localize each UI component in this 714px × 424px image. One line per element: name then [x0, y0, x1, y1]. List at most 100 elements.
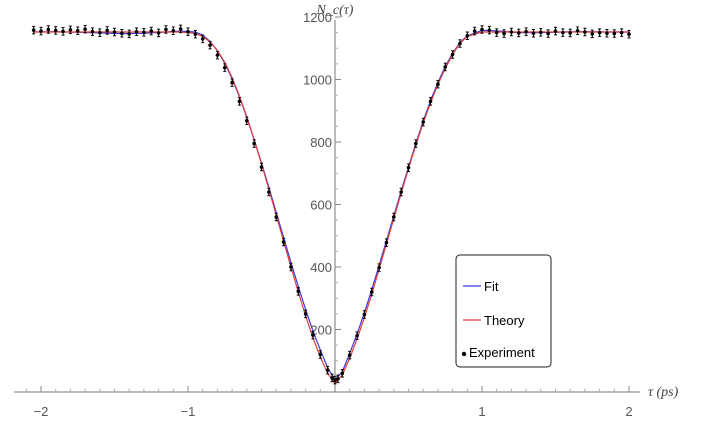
x-tick-label: 2 [625, 404, 632, 419]
data-point [590, 32, 595, 36]
legend-swatch-experiment [461, 351, 467, 357]
data-point [605, 31, 609, 36]
data-point [134, 29, 139, 34]
y-tick-label: 400 [310, 260, 332, 275]
y-tick-label: 1000 [303, 73, 332, 88]
data-point [31, 28, 36, 32]
data-point [230, 80, 234, 85]
x-tick-label: −2 [34, 404, 49, 419]
data-point [399, 190, 403, 194]
data-point [142, 30, 146, 35]
data-point [83, 27, 87, 31]
data-point [428, 99, 433, 104]
data-point [274, 215, 279, 219]
data-point [46, 27, 51, 32]
x-axis: τ (ps) [14, 385, 679, 400]
data-point [149, 29, 154, 33]
data-point [531, 31, 536, 36]
data-point [355, 333, 359, 338]
data-point [336, 377, 340, 381]
data-point [546, 31, 550, 36]
data-point [575, 28, 580, 33]
data-point [222, 65, 227, 70]
data-point [494, 30, 499, 35]
data-point [186, 29, 190, 34]
data-point [325, 368, 330, 372]
data-point [480, 27, 484, 32]
data-point [406, 165, 411, 170]
data-point [561, 30, 565, 35]
x-tick-label: 1 [478, 404, 485, 419]
data-point [443, 65, 448, 69]
data-point [330, 376, 334, 380]
data-point [597, 30, 602, 35]
data-point [392, 215, 396, 219]
data-point [200, 37, 205, 41]
data-point [193, 32, 198, 36]
legend-label-fit: Fit [484, 279, 499, 294]
data-point [245, 118, 249, 123]
data-point [267, 190, 271, 194]
y-tick-label: 600 [310, 198, 332, 213]
data-point [627, 32, 631, 36]
data-point [289, 265, 293, 269]
data-point [156, 31, 161, 35]
x-tick-label: −1 [181, 404, 196, 419]
data-point [502, 31, 506, 36]
y-tick-label: 1200 [303, 10, 332, 25]
data-point [369, 290, 374, 294]
data-point [436, 82, 440, 86]
data-point [377, 265, 381, 270]
series-layer [31, 24, 631, 385]
ticks: −2 −1 1 2 200 400 600 800 1000 1200 [25, 10, 633, 419]
data-point [105, 28, 109, 33]
data-point [39, 29, 43, 33]
data-point [612, 31, 617, 36]
data-point [296, 289, 301, 294]
data-point [487, 28, 492, 32]
legend-box [455, 254, 552, 368]
data-point [164, 27, 168, 32]
data-point [524, 29, 528, 34]
data-point [539, 30, 543, 35]
series-points-experiment [31, 24, 631, 385]
data-point [252, 141, 256, 146]
data-point [53, 28, 58, 33]
data-point [281, 240, 286, 244]
y-axis-label: N_c(τ) [316, 3, 354, 18]
data-point [61, 29, 65, 34]
data-point [208, 43, 212, 47]
data-point [421, 120, 426, 124]
legend-label-experiment: Experiment [469, 345, 535, 360]
data-point [303, 312, 308, 316]
data-point [553, 29, 558, 33]
data-point [340, 371, 345, 376]
data-point [619, 30, 624, 35]
data-point [259, 165, 264, 169]
data-point [458, 41, 462, 46]
data-point [120, 31, 124, 36]
data-point [171, 28, 176, 33]
data-point [414, 141, 418, 146]
data-point [568, 31, 572, 35]
y-tick-label: 800 [310, 135, 332, 150]
y-tick-label: 200 [310, 323, 332, 338]
data-point [509, 30, 514, 34]
data-point [583, 30, 587, 34]
data-point [112, 30, 117, 34]
data-point [318, 352, 323, 357]
data-point [384, 240, 389, 245]
data-point [75, 28, 80, 33]
x-axis-label: τ (ps) [648, 385, 679, 400]
data-point [90, 29, 95, 34]
data-point [178, 27, 183, 31]
legend: Fit Theory Experiment [455, 254, 552, 368]
data-point [311, 333, 315, 337]
data-point [347, 353, 352, 357]
data-point [68, 28, 73, 32]
data-point [237, 99, 242, 104]
data-point [472, 29, 477, 33]
data-point [333, 378, 337, 382]
data-point [516, 31, 521, 35]
